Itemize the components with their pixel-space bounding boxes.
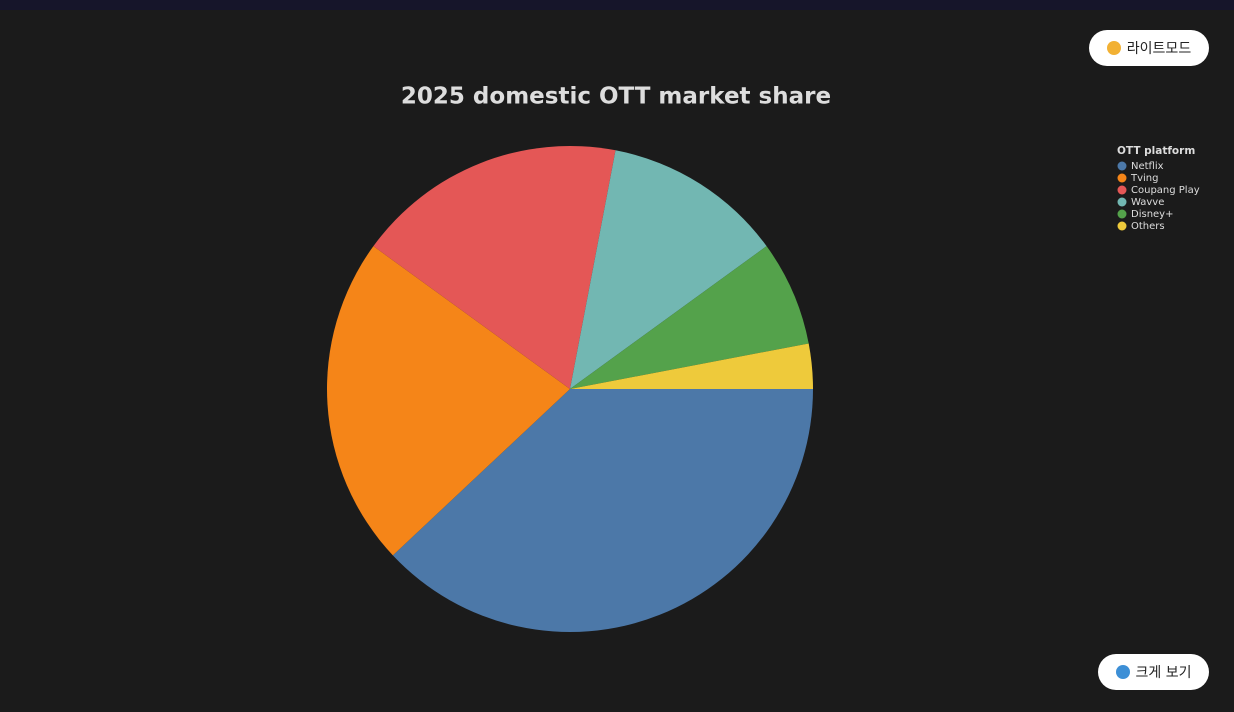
legend-label: Wavve xyxy=(1131,197,1164,208)
legend-swatch xyxy=(1117,197,1127,207)
legend-label: Tving xyxy=(1130,173,1159,184)
legend-title: OTT platform xyxy=(1117,145,1195,157)
legend-swatch xyxy=(1117,185,1127,195)
zoom-label: 크게 보기 xyxy=(1135,665,1192,681)
legend-swatch xyxy=(1117,173,1127,183)
legend-label: Netflix xyxy=(1131,161,1164,172)
pie-slice xyxy=(570,246,809,389)
theme-label: 라이트모드 xyxy=(1126,41,1192,57)
sun-icon xyxy=(1106,41,1121,55)
pie-slice xyxy=(373,146,616,389)
chart-title: 2025 domestic OTT market share xyxy=(401,84,831,110)
zoom-button[interactable]: 크게 보기 xyxy=(1098,654,1209,690)
legend-swatch xyxy=(1117,161,1127,171)
pie-slice xyxy=(327,246,570,556)
theme-button[interactable]: 라이트모드 xyxy=(1089,30,1209,66)
zoom-icon xyxy=(1115,665,1130,679)
legend-label: Others xyxy=(1131,221,1165,232)
pie-slice xyxy=(570,343,813,389)
legend-label: Disney+ xyxy=(1131,209,1173,220)
pie-slice xyxy=(570,150,767,389)
legend-swatch xyxy=(1117,221,1127,231)
pie-slice xyxy=(392,389,813,632)
legend-swatch xyxy=(1117,209,1127,219)
top-bar xyxy=(0,0,1234,10)
legend-label: Coupang Play xyxy=(1131,185,1200,196)
